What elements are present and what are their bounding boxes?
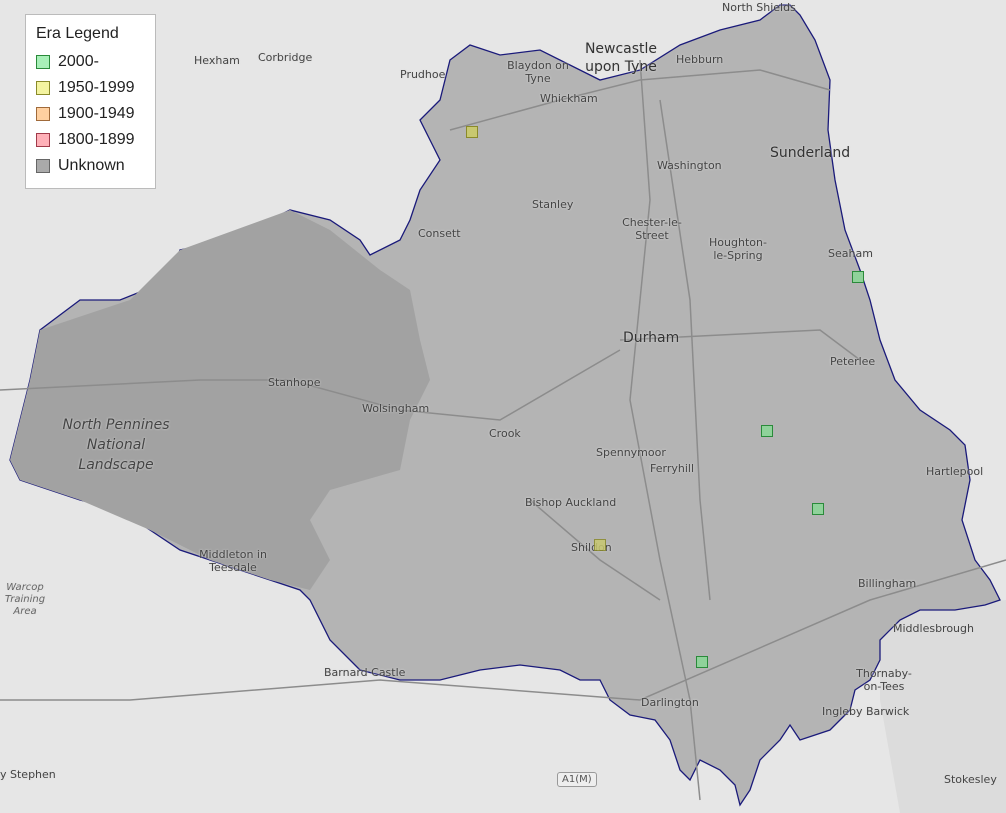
national-landscape-area	[10, 210, 430, 590]
place-label: Corbridge	[258, 51, 313, 64]
place-label: Stokesley	[944, 773, 997, 786]
place-label: Darlington	[641, 696, 699, 709]
place-label: Ferryhill	[650, 462, 694, 475]
place-label: Sunderland	[770, 145, 851, 161]
place-label: Middlesbrough	[893, 622, 974, 635]
legend-item: Unknown	[36, 153, 145, 179]
place-label: Prudhoe	[400, 68, 446, 81]
legend-title: Era Legend	[36, 25, 119, 42]
place-label: Washington	[657, 159, 722, 172]
swatch-icon	[36, 107, 50, 121]
place-label: North Shields	[722, 1, 796, 14]
urban-area	[560, 0, 1006, 813]
roads	[0, 59, 1006, 801]
era-legend: Era Legend 2000- 1950-1999 1900-1949 180…	[25, 14, 156, 189]
park-label: North Pennines National Landscape	[62, 417, 170, 473]
place-label: Stanley	[532, 198, 574, 211]
legend-label: 2000-	[58, 53, 99, 70]
place-label: Houghton-le-Spring	[709, 236, 767, 262]
era-marker-2000[interactable]	[812, 503, 824, 515]
place-label: Durham	[623, 330, 680, 346]
era-marker-1950-1999[interactable]	[594, 539, 606, 551]
swatch-icon	[36, 55, 50, 69]
place-label: Hexham	[194, 54, 240, 67]
place-label: Newcastle upon Tyne	[584, 41, 658, 75]
place-label: Seaham	[828, 247, 873, 260]
era-marker-2000[interactable]	[696, 656, 708, 668]
place-label: Whickham	[540, 92, 598, 105]
area-label: Warcop Training Area	[4, 582, 46, 617]
place-label: Peterlee	[830, 355, 876, 368]
legend-label: Unknown	[58, 157, 125, 174]
legend-label: 1800-1899	[58, 131, 135, 148]
place-label: Hebburn	[676, 53, 724, 66]
place-label: Crook	[489, 427, 521, 440]
place-label: y Stephen	[0, 768, 56, 781]
era-marker-2000[interactable]	[852, 271, 864, 283]
county-boundary	[9, 4, 1001, 807]
place-label: Middleton in Teesdale	[199, 548, 267, 574]
road-shield: A1(M)	[557, 772, 597, 787]
legend-item: 1950-1999	[36, 75, 145, 101]
legend-item: 2000-	[36, 49, 145, 75]
era-marker-1950-1999[interactable]	[466, 126, 478, 138]
era-marker-2000[interactable]	[761, 425, 773, 437]
legend-item: 1800-1899	[36, 127, 145, 153]
place-label: Blaydon on Tyne	[507, 59, 569, 85]
place-label: Wolsingham	[362, 402, 430, 415]
place-label: Chester-le-Street	[622, 216, 682, 242]
legend-label: 1900-1949	[58, 105, 135, 122]
place-label: Bishop Auckland	[525, 496, 617, 509]
place-label: Billingham	[858, 577, 917, 590]
swatch-icon	[36, 159, 50, 173]
place-label: Spennymoor	[596, 446, 666, 459]
place-label: Barnard Castle	[324, 666, 406, 679]
swatch-icon	[36, 133, 50, 147]
legend-label: 1950-1999	[58, 79, 135, 96]
swatch-icon	[36, 81, 50, 95]
place-label: Stanhope	[268, 376, 321, 389]
place-label: Thornaby-on-Tees	[856, 667, 912, 693]
place-label: Hartlepool	[926, 465, 984, 478]
legend-item: 1900-1949	[36, 101, 145, 127]
place-label: Ingleby Barwick	[822, 705, 910, 718]
place-label: Consett	[418, 227, 461, 240]
